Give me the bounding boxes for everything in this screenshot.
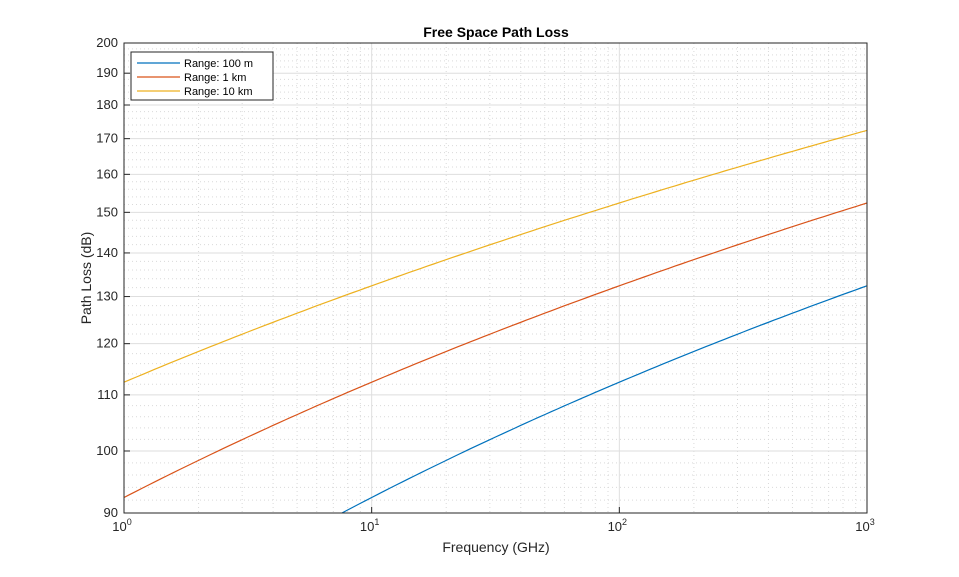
chart-title: Free Space Path Loss — [423, 24, 569, 40]
x-axis-label: Frequency (GHz) — [442, 539, 549, 555]
series-line-0 — [341, 285, 867, 513]
y-tick-label: 150 — [96, 204, 118, 219]
legend-box — [130, 51, 274, 101]
y-tick-label: 90 — [104, 505, 118, 520]
y-tick-label: 120 — [96, 336, 118, 351]
x-tick-label: 103 — [855, 517, 874, 534]
y-tick-label: 180 — [96, 97, 118, 112]
x-tick-label: 100 — [112, 517, 131, 534]
series-line-2 — [124, 129, 867, 383]
legend-entry: Range: 100 m — [184, 58, 253, 70]
grid — [123, 42, 868, 514]
y-axis-label: Path Loss (dB) — [78, 232, 94, 325]
y-tick-label: 110 — [97, 387, 118, 402]
legend-entry: Range: 1 km — [184, 72, 246, 84]
series-lines — [124, 129, 867, 513]
y-tick-label: 140 — [96, 245, 118, 260]
legend-entry: Range: 10 km — [184, 86, 252, 98]
y-tick-label: 200 — [96, 35, 118, 50]
plot-area — [124, 43, 867, 513]
y-tick-label: 190 — [96, 65, 118, 80]
y-tick-label: 100 — [96, 443, 118, 458]
y-tick-label: 160 — [96, 166, 118, 181]
axes-box — [123, 42, 868, 514]
x-tick-label: 101 — [360, 517, 379, 534]
series-line-1 — [124, 202, 867, 499]
x-tick-label: 102 — [608, 517, 627, 534]
y-tick-label: 130 — [96, 289, 118, 304]
tick-labels: 100 101 102 1039010011012013014015016017018… — [96, 35, 874, 534]
legend[interactable]: Range: 100 m Range: 1 km Range: 10 km — [130, 51, 274, 101]
y-tick-label: 170 — [96, 131, 118, 146]
